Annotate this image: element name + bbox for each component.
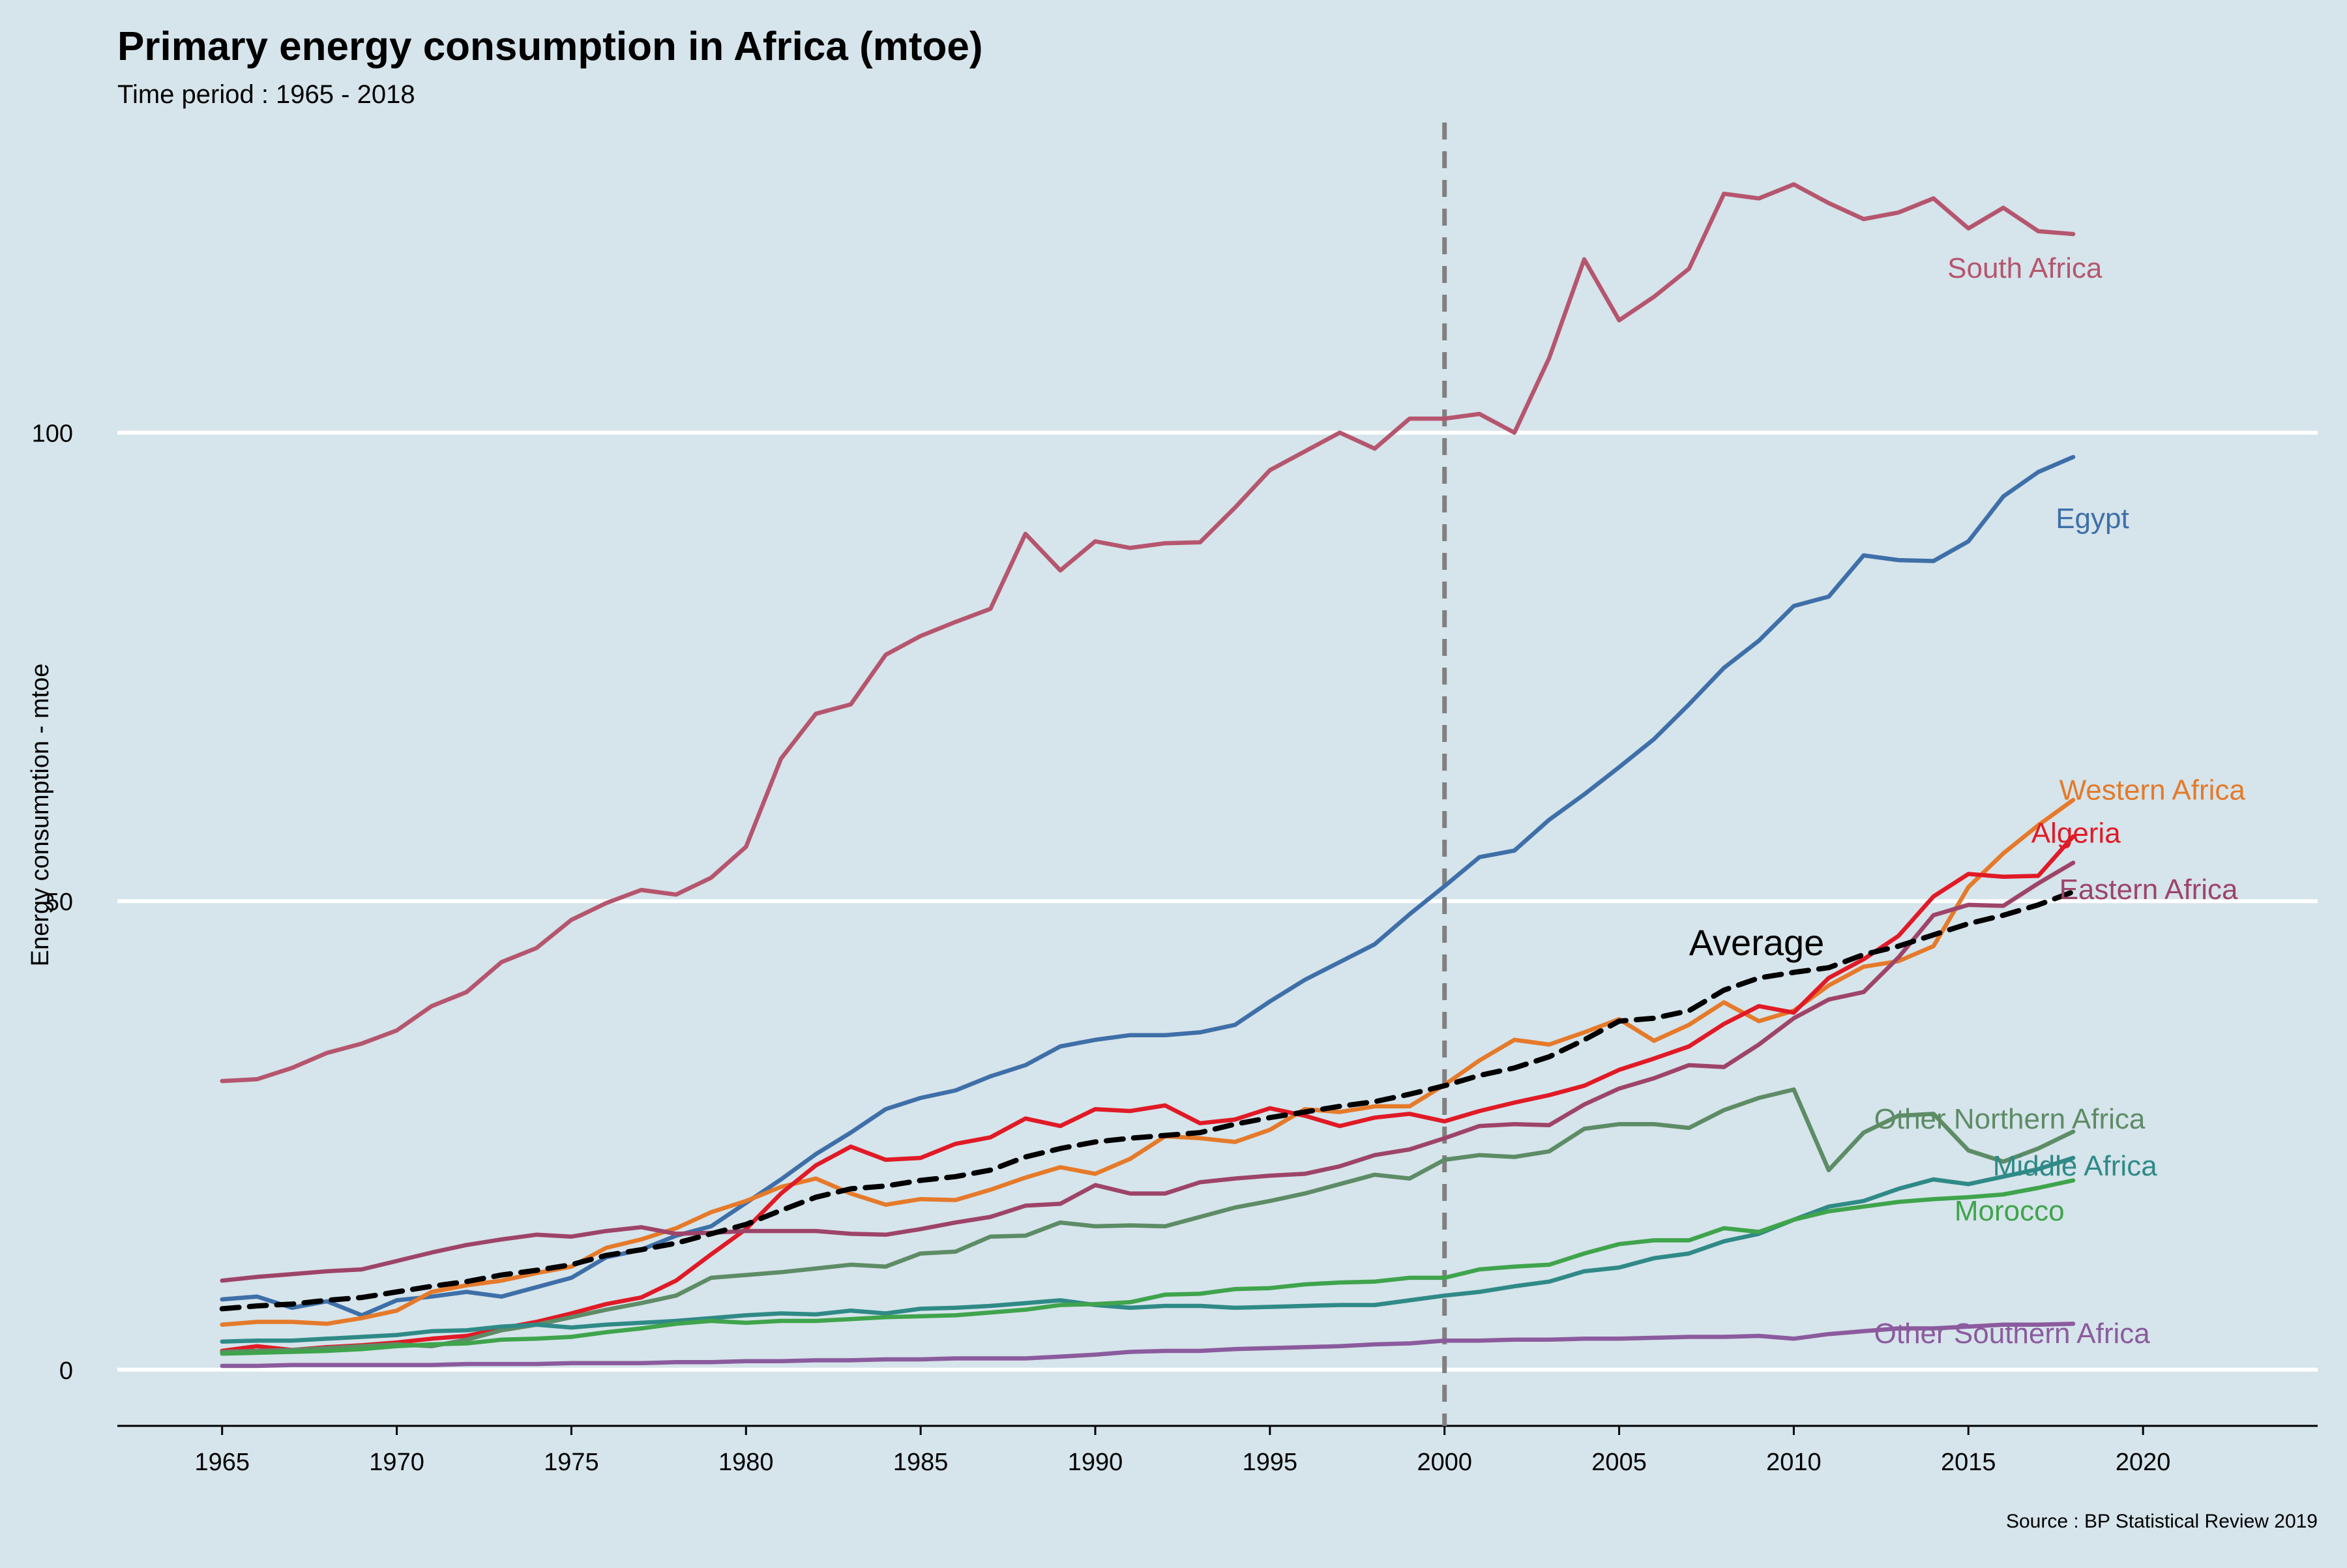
x-tick-label: 1965 xyxy=(194,1449,250,1476)
series-labels: South Africa Egypt Western Africa Algeria Ea… xyxy=(1689,252,2246,1350)
series-label-other-northern-africa: Other Northern Africa xyxy=(1874,1103,2146,1135)
series-label-average: Average xyxy=(1689,922,1825,963)
x-tick-label: 1990 xyxy=(1068,1449,1123,1476)
series-line-egypt xyxy=(220,454,2076,1318)
series-line-south-africa xyxy=(220,182,2076,1084)
y-tick-label: 0 xyxy=(59,1357,73,1385)
chart-title: Primary energy consumption in Africa (mt… xyxy=(117,24,983,69)
x-tick-label: 1970 xyxy=(369,1449,424,1476)
series-line-eastern-africa xyxy=(220,861,2076,1283)
source-note: Source : BP Statistical Review 2019 xyxy=(2006,1511,2318,1532)
x-tick-label: 2005 xyxy=(1591,1449,1647,1476)
series-label-south-africa: South Africa xyxy=(1947,252,2103,284)
x-tick-label: 1980 xyxy=(718,1449,774,1476)
series-line-average xyxy=(219,889,2076,1312)
x-tick-label: 1995 xyxy=(1243,1449,1298,1476)
x-tick-label: 1975 xyxy=(544,1449,599,1476)
x-tick-label: 1985 xyxy=(893,1449,949,1476)
y-tick-label: 100 xyxy=(32,421,73,448)
series-label-morocco: Morocco xyxy=(1955,1195,2065,1227)
x-tick-label: 2015 xyxy=(1941,1449,1996,1476)
series-label-western-africa: Western Africa xyxy=(2059,775,2246,806)
series-label-eastern-africa: Eastern Africa xyxy=(2059,874,2238,906)
grid-lines xyxy=(117,430,2318,1372)
series-line-other-southern-africa xyxy=(220,1322,2076,1368)
series-label-algeria: Algeria xyxy=(2031,818,2121,850)
series-label-middle-africa: Middle Africa xyxy=(1993,1150,2157,1182)
x-tick-label: 2010 xyxy=(1766,1449,1822,1476)
series-label-egypt: Egypt xyxy=(2056,503,2129,535)
series-line-western-africa xyxy=(220,797,2076,1327)
axes: 0 50 100 1965 1970 1975 1980 1985 1990 1995 2000 20… xyxy=(32,421,2318,1476)
x-tick-label: 2020 xyxy=(2116,1449,2171,1476)
x-tick-label: 2000 xyxy=(1417,1449,1472,1476)
series-line-morocco xyxy=(220,1178,2076,1356)
series-label-other-southern-africa: Other Southern Africa xyxy=(1874,1318,2151,1350)
y-axis-label: Energy consumption - mtoe xyxy=(27,664,54,967)
y-tick-label: 50 xyxy=(46,889,73,916)
chart-subtitle: Time period : 1965 - 2018 xyxy=(117,80,415,109)
series-lines xyxy=(219,182,2076,1368)
